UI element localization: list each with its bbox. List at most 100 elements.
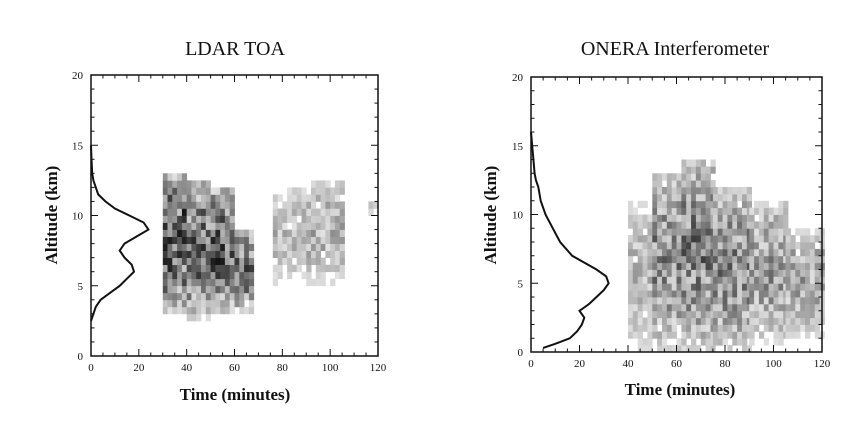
density-cell <box>301 243 307 251</box>
density-cell <box>671 303 677 312</box>
density-cell <box>296 229 302 237</box>
density-cell <box>676 235 682 243</box>
density-cell <box>705 283 711 291</box>
density-cell <box>172 243 178 251</box>
density-cell <box>248 257 255 265</box>
density-cell <box>325 229 331 237</box>
density-cell <box>272 264 278 273</box>
density-cell <box>662 276 668 284</box>
density-cell <box>790 283 796 291</box>
density-cell <box>220 222 226 230</box>
density-cell <box>177 292 183 301</box>
density-cell <box>205 208 211 216</box>
density-cell <box>215 285 221 294</box>
density-cell <box>186 299 192 308</box>
density-cell <box>167 180 173 188</box>
density-cell <box>763 283 769 291</box>
density-cell <box>695 221 702 229</box>
density-cell <box>795 290 801 298</box>
density-cell <box>177 257 183 265</box>
density-cell <box>248 285 255 294</box>
density-cell <box>172 285 178 294</box>
density-cell <box>695 317 702 325</box>
density-cell <box>628 207 634 215</box>
density-cell <box>691 310 697 319</box>
density-cell <box>181 229 188 237</box>
density-cell <box>691 324 697 332</box>
density-cell <box>311 278 317 287</box>
density-cell <box>306 271 312 280</box>
density-cell <box>210 215 216 223</box>
density-cell <box>657 248 663 257</box>
density-cell <box>676 207 682 215</box>
density-cell <box>722 317 728 325</box>
density-cell <box>700 276 706 284</box>
density-cell <box>196 313 202 322</box>
density-cell <box>758 297 765 305</box>
density-cell <box>681 290 687 298</box>
density-cell <box>785 310 791 319</box>
density-cell <box>691 262 697 270</box>
density-cell <box>657 303 663 312</box>
density-cell <box>196 194 202 202</box>
density-cell <box>671 255 677 264</box>
density-block-onera <box>628 200 653 353</box>
density-cell <box>666 235 672 243</box>
density-cell <box>681 255 687 264</box>
density-cell <box>244 257 250 265</box>
x-tick-label: 80 <box>720 358 732 370</box>
density-cell <box>722 221 728 229</box>
density-cell <box>662 283 668 291</box>
density-cell <box>628 303 634 312</box>
density-cell <box>272 236 278 244</box>
density-cell <box>666 248 672 257</box>
x-tick-label: 20 <box>133 362 145 374</box>
density-cell <box>652 248 658 257</box>
density-cell <box>700 214 706 222</box>
density-cell <box>368 208 374 216</box>
density-cell <box>272 208 278 216</box>
density-cell <box>717 331 723 339</box>
density-cell <box>210 271 216 280</box>
density-cell <box>662 214 668 222</box>
density-cell <box>205 201 211 209</box>
density-cell <box>330 201 336 209</box>
density-cell <box>681 317 687 325</box>
density-cell <box>732 207 738 215</box>
density-cell <box>763 262 769 270</box>
density-cell <box>339 236 345 244</box>
density-cell <box>647 276 653 284</box>
density-cell <box>172 250 178 258</box>
density-cell <box>239 292 245 301</box>
density-cell <box>773 255 779 264</box>
density-cell <box>287 229 293 237</box>
density-cell <box>712 276 719 284</box>
density-cell <box>181 201 188 209</box>
density-cell <box>814 276 820 284</box>
x-axis-label-onera: Time (minutes) <box>624 380 736 399</box>
density-cell <box>732 235 738 243</box>
density-cell <box>785 228 791 236</box>
density-cell <box>785 262 791 270</box>
density-cell <box>628 324 634 332</box>
density-cell <box>167 215 173 223</box>
density-cell <box>201 285 207 294</box>
density-cell <box>296 222 302 230</box>
density-cell <box>754 200 760 209</box>
density-cell <box>727 187 733 195</box>
density-cell <box>632 228 638 236</box>
density-cell <box>790 317 796 325</box>
density-cell <box>162 173 168 181</box>
density-cell <box>287 201 293 209</box>
density-cell <box>676 269 682 277</box>
density-cell <box>768 310 774 319</box>
density-cell <box>647 310 653 319</box>
density-cell <box>172 271 178 280</box>
density-cell <box>325 243 331 251</box>
density-cell <box>162 201 168 209</box>
density-cell <box>647 242 653 250</box>
density-cell <box>177 278 183 287</box>
density-cell <box>773 242 779 250</box>
density-cell <box>671 283 677 291</box>
density-cell <box>191 180 197 188</box>
